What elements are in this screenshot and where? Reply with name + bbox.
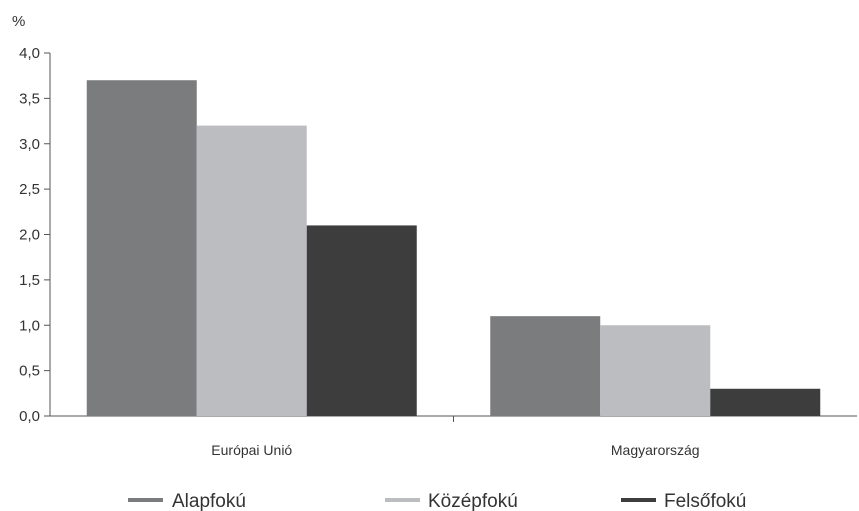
y-tick-label: 3,5 [19, 90, 40, 107]
y-tick-label: 2,5 [19, 181, 40, 198]
bar [86, 80, 197, 416]
bar [306, 225, 417, 416]
y-tick-label: 1,0 [19, 317, 40, 334]
y-tick-label: 0,5 [19, 363, 40, 380]
bar [600, 325, 711, 416]
legend-label: Középfokú [428, 491, 518, 511]
legend: Alapfokú Középfokú Felsőfokú [128, 491, 746, 511]
x-tick-label: Magyarország [611, 442, 700, 458]
y-tick-label: 3,0 [19, 136, 40, 153]
y-tick-label: 0,0 [19, 408, 40, 425]
bar [490, 316, 601, 416]
legend-label: Alapfokú [172, 491, 246, 511]
y-tick-label: 2,0 [19, 227, 40, 244]
x-tick-label: Európai Unió [211, 442, 292, 458]
y-axis: 0,0 0,5 1,0 1,5 2,0 2,5 3,0 3,5 4,0 [19, 45, 51, 425]
legend-label: Felsőfokú [664, 491, 746, 511]
bar [196, 125, 307, 416]
bar [710, 388, 821, 416]
x-axis: Európai Unió Magyarország [50, 415, 857, 458]
y-axis-unit-label: % [12, 13, 25, 30]
y-tick-label: 1,5 [19, 272, 40, 289]
bars [86, 80, 821, 416]
y-tick-label: 4,0 [19, 45, 40, 62]
